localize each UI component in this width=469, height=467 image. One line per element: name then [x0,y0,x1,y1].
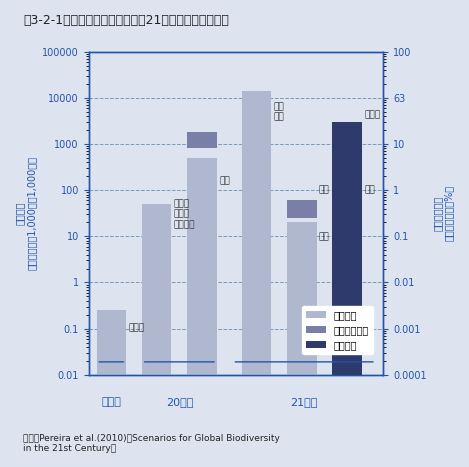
Bar [97,310,126,375]
Bar [287,200,317,218]
Bar [242,91,271,375]
Text: 出典：Pereira et al.(2010)「Scenarios for Global Biodiversity
in the 21st Century」: 出典：Pereira et al.(2010)「Scenarios for Gl… [23,433,280,453]
Text: 化石記: 化石記 [101,397,121,407]
Bar [287,222,317,375]
Text: 21世紀: 21世紀 [290,397,318,407]
Y-axis label: １世紀ごとの
絶滅種の割合（%）: １世紀ごとの 絶滅種の割合（%） [432,185,454,241]
Legend: 気候変動, 土地利用変化, 複合要因: 気候変動, 土地利用変化, 複合要因 [303,306,373,354]
Text: 哺乳類
・鳥類
・両生類: 哺乳類 ・鳥類 ・両生類 [174,199,195,229]
Text: 鳥類: 鳥類 [319,186,330,195]
Bar [187,158,217,375]
Bar [333,122,362,375]
Text: 植物: 植物 [219,176,230,185]
Text: 哺乳類: 哺乳類 [129,323,144,333]
Text: 20世紀: 20世紀 [166,397,193,407]
Bar [333,195,362,204]
Text: 図3-2-1　過去の種の絶滅速度と21世紀のシナリオ予測: 図3-2-1 過去の種の絶滅速度と21世紀のシナリオ予測 [23,14,229,27]
Bar [187,132,217,149]
Y-axis label: 絶滅速度
（絶滅種数／1,000種／1,000年）: 絶滅速度 （絶滅種数／1,000種／1,000年） [15,156,37,270]
Text: 植物
・動: 植物 ・動 [273,102,284,121]
Text: 鳥類: 鳥類 [364,186,375,195]
Bar [142,204,171,375]
Text: 爬虫類: 爬虫類 [364,110,380,119]
Text: 鳥類: 鳥類 [319,233,330,241]
